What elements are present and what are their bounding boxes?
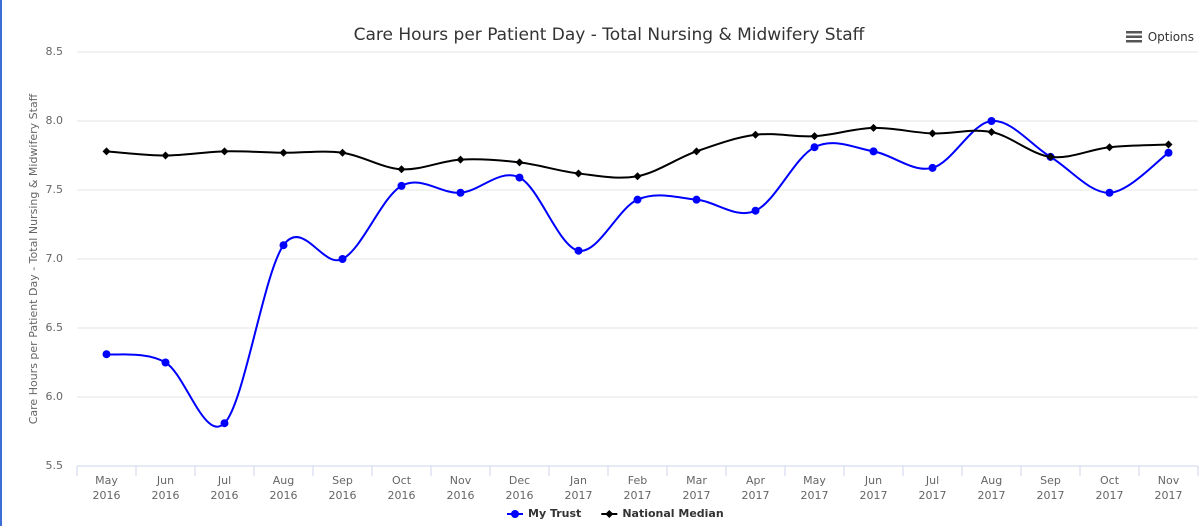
point-marker (751, 206, 760, 215)
x-tick-label: Mar 2017 (682, 474, 711, 502)
point-marker (515, 173, 524, 182)
x-tick-label: Nov 2016 (446, 474, 475, 502)
point-marker (397, 181, 406, 190)
point-marker (633, 195, 642, 204)
legend-swatch-marker (511, 510, 519, 518)
point-marker (574, 169, 583, 178)
chart-title: Care Hours per Patient Day - Total Nursi… (354, 25, 866, 45)
legend-item[interactable]: National Median (601, 507, 724, 520)
x-tick-label: Oct 2016 (387, 474, 416, 502)
point-marker (692, 195, 701, 204)
x-tick-label: Dec 2016 (505, 474, 534, 502)
point-marker (928, 163, 937, 172)
x-tick-label: Sep 2016 (328, 474, 357, 502)
point-marker (161, 151, 170, 160)
legend-label: My Trust (528, 507, 581, 520)
x-tick-label: Jun 2017 (859, 474, 888, 502)
x-tick-label: Jul 2016 (210, 474, 239, 502)
y-tick-label: 5.5 (46, 459, 64, 472)
point-marker (987, 117, 996, 125)
x-tick-label: Oct 2017 (1095, 474, 1124, 502)
y-tick-label: 8.5 (46, 45, 64, 58)
y-tick-label: 6.0 (46, 390, 64, 403)
series-line (106, 119, 1170, 428)
point-marker (1046, 152, 1055, 161)
point-marker (1105, 188, 1114, 197)
point-marker (338, 255, 347, 263)
point-marker (987, 128, 996, 137)
y-tick-label: 8.0 (46, 114, 64, 127)
y-tick-label: 7.0 (46, 252, 64, 265)
point-marker (220, 147, 229, 156)
point-marker (1164, 140, 1173, 149)
point-marker (1164, 148, 1173, 157)
point-marker (397, 165, 406, 174)
point-marker (279, 148, 288, 157)
x-tick-label: Sep 2017 (1036, 474, 1065, 502)
point-marker (810, 143, 819, 152)
x-tick-label: Feb 2017 (623, 474, 652, 502)
options-button[interactable]: Options (1125, 30, 1194, 44)
y-tick-label: 6.5 (46, 321, 64, 334)
point-marker (220, 419, 229, 428)
point-marker (810, 132, 819, 141)
point-marker (161, 358, 170, 367)
point-marker (1105, 143, 1114, 152)
x-tick-label: Jul 2017 (918, 474, 947, 502)
point-marker (456, 188, 465, 197)
point-marker (692, 147, 701, 156)
legend-swatch-marker (605, 510, 614, 518)
x-tick-label: Jan 2017 (564, 474, 593, 502)
point-marker (869, 147, 878, 156)
x-tick-label: Jun 2016 (151, 474, 180, 502)
y-axis-title: Care Hours per Patient Day - Total Nursi… (27, 93, 40, 424)
menu-icon (1125, 31, 1142, 43)
x-tick-label: Apr 2017 (741, 474, 770, 502)
x-tick-label: Aug 2016 (269, 474, 298, 502)
legend-item[interactable]: My Trust (507, 507, 581, 520)
point-marker (515, 158, 524, 167)
point-marker (574, 246, 583, 255)
point-marker (751, 130, 760, 139)
point-marker (456, 155, 465, 164)
options-label: Options (1147, 30, 1194, 44)
legend-label: National Median (622, 507, 723, 520)
x-tick-label: Aug 2017 (977, 474, 1006, 502)
point-marker (633, 172, 642, 181)
point-marker (928, 129, 937, 138)
point-marker (338, 148, 347, 157)
series-line (106, 126, 1169, 179)
x-tick-label: Nov 2017 (1154, 474, 1183, 502)
point-marker (279, 241, 288, 250)
point-marker (869, 123, 878, 132)
point-marker (102, 147, 111, 156)
x-tick-label: May 2017 (800, 474, 829, 502)
point-marker (102, 350, 111, 359)
x-tick-label: May 2016 (92, 474, 121, 502)
y-tick-label: 7.5 (46, 183, 64, 196)
